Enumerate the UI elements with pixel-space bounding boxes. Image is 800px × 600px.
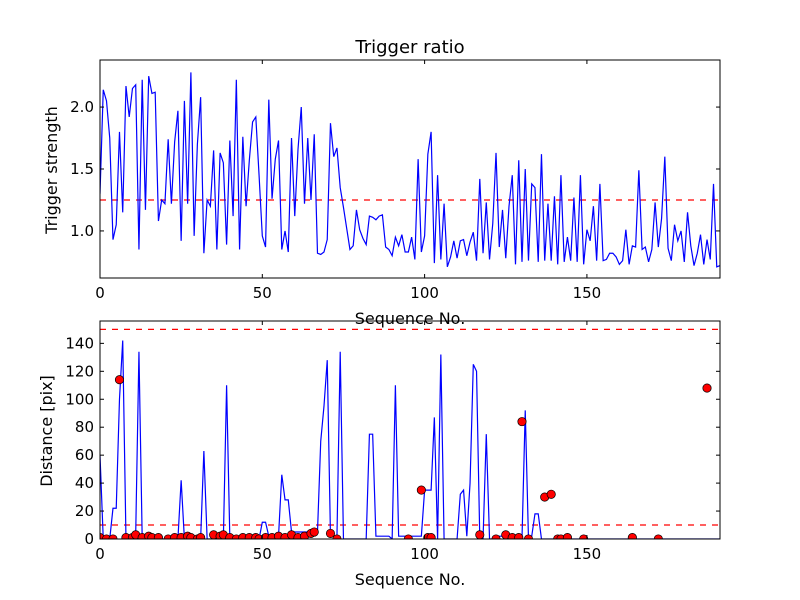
y-axis-label: Distance [pix] [37,375,56,487]
data-point [475,530,485,539]
x-tick-label: 50 [253,284,272,302]
x-axis-label: Sequence No. [355,309,466,328]
y-tick-label: 80 [75,418,94,436]
axes-area: 0 50 100 150 1.0 1.5 2.0 [70,59,721,302]
x-tick-label: 150 [573,284,602,302]
data-point [416,485,426,495]
series-line [100,340,720,539]
data-point [325,528,336,538]
y-tick-label: 100 [65,390,94,408]
data-point [562,533,572,539]
x-axis-label: Sequence No. [355,570,466,589]
data-point [627,533,637,539]
x-tick-label: 150 [573,545,602,563]
trigger-ratio-subplot: Trigger ratio Trigger strength Sequence … [42,37,721,328]
y-tick-label: 120 [65,362,94,380]
y-tick-label: 1.5 [70,160,94,178]
data-point [546,489,556,499]
x-tick-label: 100 [410,545,439,563]
y-tick-label: 1.0 [70,222,94,240]
x-tick-label: 100 [410,284,439,302]
data-point [426,533,436,539]
y-tick-label: 2.0 [70,98,94,116]
data-point [196,533,206,539]
data-point [517,417,527,427]
data-point [309,527,319,537]
x-tick-label: 0 [95,545,105,563]
data-point [702,383,712,393]
x-tick-label: 50 [253,545,272,563]
axes-area: 0 50 100 150 0 20 40 60 80 100 120 140 [65,320,721,563]
y-axis-label: Trigger strength [42,106,61,235]
series-line [100,72,720,268]
data-point [514,533,524,539]
y-tick-label: 60 [75,446,94,464]
x-tick-label: 0 [95,284,105,302]
y-tick-label: 20 [75,502,94,520]
data-point [153,533,163,539]
y-tick-label: 40 [75,474,94,492]
data-point [114,375,125,385]
distance-subplot: Distance [pix] Sequence No. 0 50 100 150 0 20… [37,320,721,589]
y-tick-label: 140 [65,334,94,352]
y-tick-label: 0 [84,530,94,548]
chart-title: Trigger ratio [354,37,464,58]
axes-frame [99,320,721,540]
